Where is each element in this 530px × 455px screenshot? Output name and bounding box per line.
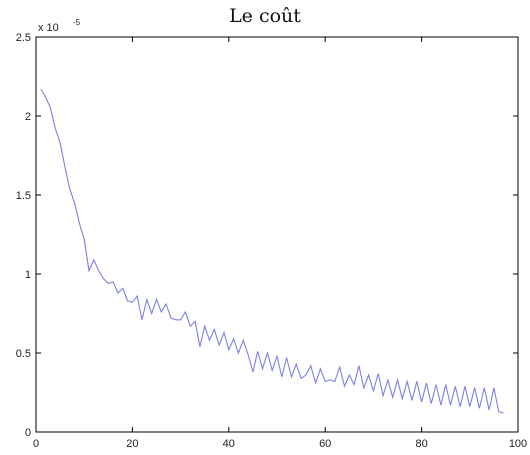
y-tick-label: 1 xyxy=(25,269,31,281)
y-tick-label: 0 xyxy=(25,427,31,439)
cost-series-line xyxy=(40,88,504,414)
y-tick-label: 1.5 xyxy=(16,190,31,202)
x-tick-label: 60 xyxy=(319,438,331,450)
x-tick-label: 100 xyxy=(509,438,527,450)
x-tick-label: 0 xyxy=(33,438,39,450)
y-scale-label: x 10 xyxy=(38,22,59,34)
axis-ticks xyxy=(35,36,519,433)
chart-title: Le coût xyxy=(229,5,301,27)
plot-area-frame xyxy=(35,36,519,433)
y-scale-exponent: -5 xyxy=(73,18,81,27)
axis-tick-labels: 0 20 40 60 80 100 0 0.5 1 1.5 2 2.5 xyxy=(16,32,527,450)
x-tick-label: 80 xyxy=(415,438,427,450)
y-tick-label: 2 xyxy=(25,111,31,123)
y-tick-label: 0.5 xyxy=(16,348,31,360)
y-tick-label: 2.5 xyxy=(16,32,31,44)
x-tick-label: 20 xyxy=(126,438,138,450)
x-tick-label: 40 xyxy=(223,438,235,450)
